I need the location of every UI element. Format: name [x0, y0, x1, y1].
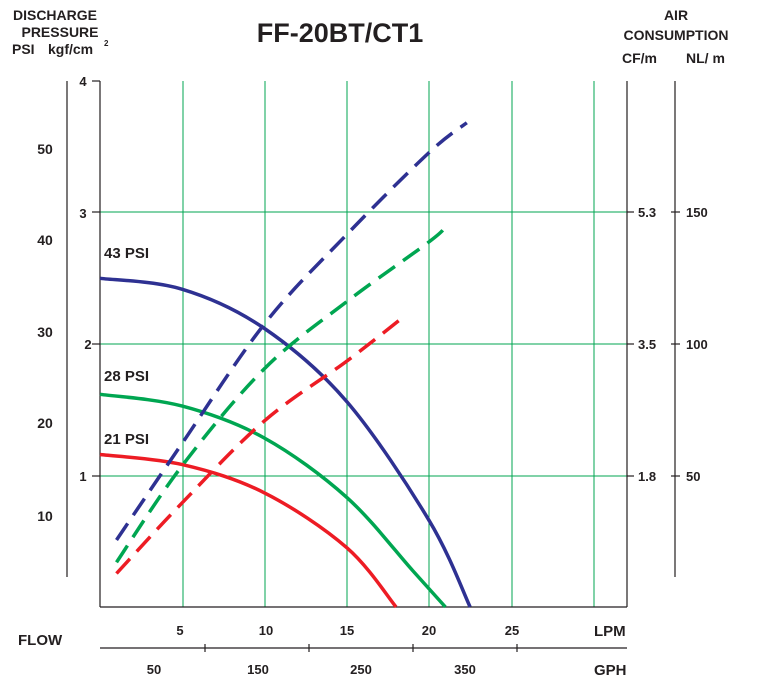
cfm-tick-label: 3.5 [638, 337, 656, 352]
left-axis-title-line2: PRESSURE [21, 24, 98, 40]
psi-tick-label: 10 [37, 508, 53, 524]
grid [100, 81, 627, 607]
left-axis-unit-kgf-sup: 2 [104, 39, 109, 48]
kgf-tick-label: 4 [79, 74, 87, 89]
kgf-tick-label: 3 [79, 206, 86, 221]
right-axis-unit-cfm: CF/m [622, 50, 657, 66]
gph-tick-label: 50 [147, 662, 161, 677]
lpm-tick-label: 25 [505, 623, 519, 638]
psi-tick-label: 20 [37, 415, 53, 431]
curve-label-21psi: 21 PSI [104, 431, 149, 448]
gph-unit-label: GPH [594, 662, 627, 679]
axes [66, 80, 680, 652]
right-axis-title-line2: CONSUMPTION [624, 27, 729, 43]
left-axis-unit-kgf: kgf/cm [48, 41, 93, 57]
right-axis-unit-nlm: NL/ m [686, 50, 725, 66]
chart-title: FF-20BT/CT1 [257, 18, 424, 48]
curve-label-28psi: 28 PSI [104, 368, 149, 385]
kgf-tick-label: 1 [79, 469, 86, 484]
cfm-tick-label: 1.8 [638, 469, 656, 484]
nlm-tick-label: 100 [686, 337, 708, 352]
gph-tick-label: 350 [454, 662, 476, 677]
pressure-curve-28psi [99, 392, 447, 609]
curves [99, 121, 472, 609]
nlm-tick-label: 50 [686, 469, 700, 484]
lpm-tick-label: 20 [422, 623, 436, 638]
curve-label-43psi: 43 PSI [104, 245, 149, 262]
gph-tick-label: 250 [350, 662, 372, 677]
right-axis-title-line1: AIR [664, 7, 688, 23]
psi-tick-label: 30 [37, 324, 53, 340]
flow-label: FLOW [18, 632, 63, 649]
air-curve-43psi [115, 121, 468, 541]
air-curve-21psi [115, 318, 401, 575]
lpm-tick-label: 10 [259, 623, 273, 638]
pressure-curve-43psi [99, 276, 472, 608]
psi-tick-label: 40 [37, 232, 53, 248]
psi-tick-label: 50 [37, 141, 53, 157]
pressure-curve-21psi [99, 452, 398, 609]
left-axis-title-line1: DISCHARGE [13, 7, 97, 23]
nlm-tick-label: 150 [686, 205, 708, 220]
lpm-unit-label: LPM [594, 623, 626, 640]
lpm-tick-label: 5 [176, 623, 183, 638]
kgf-tick-label: 2 [84, 337, 91, 352]
lpm-tick-label: 15 [340, 623, 354, 638]
cfm-tick-label: 5.3 [638, 205, 656, 220]
left-axis-unit-psi: PSI [12, 41, 35, 57]
air-curve-28psi [115, 225, 447, 564]
gph-tick-label: 150 [247, 662, 269, 677]
